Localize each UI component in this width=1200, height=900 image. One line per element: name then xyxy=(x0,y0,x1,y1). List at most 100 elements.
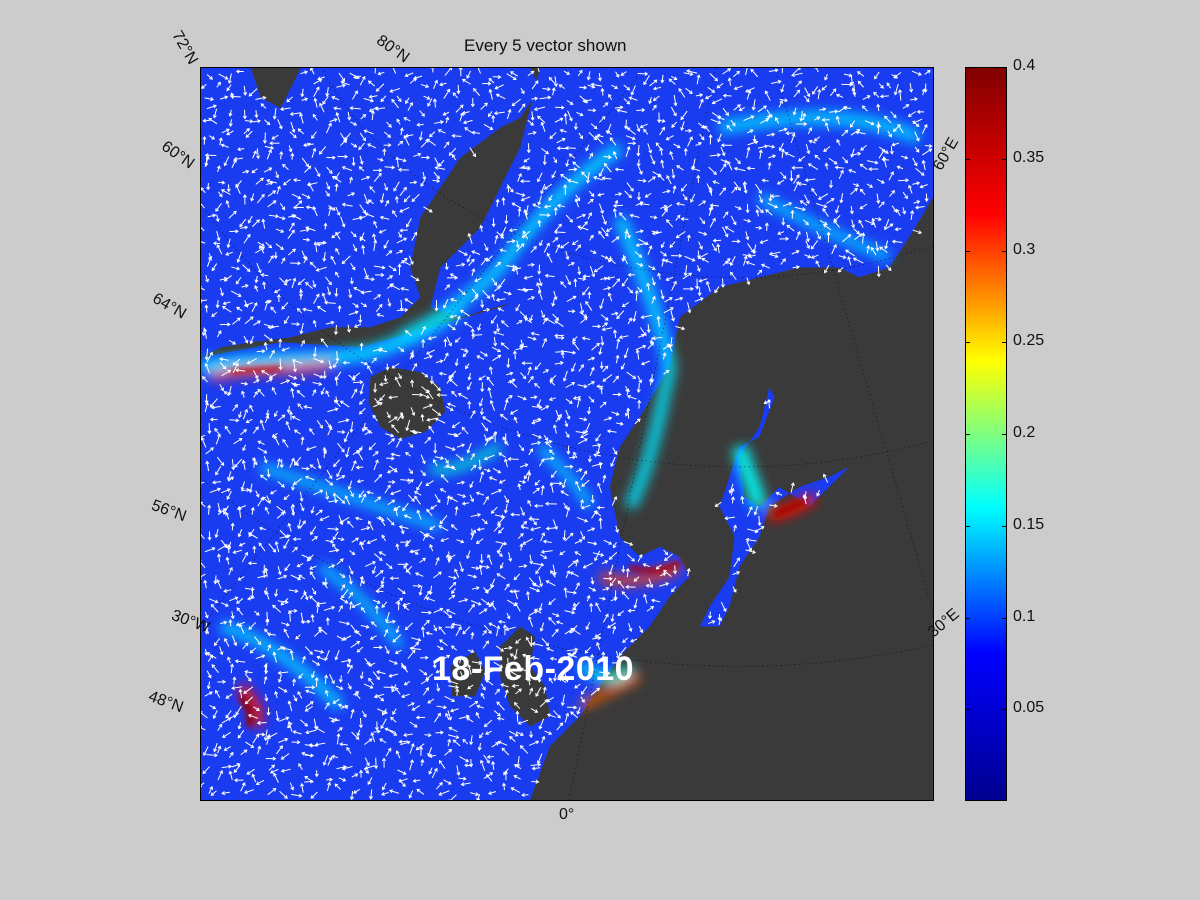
velocity-vector-head xyxy=(462,630,466,635)
velocity-vector xyxy=(793,89,800,98)
velocity-vector xyxy=(369,95,378,98)
velocity-vector xyxy=(207,655,213,662)
velocity-vector xyxy=(489,366,493,375)
velocity-vector-head xyxy=(544,437,549,442)
velocity-vector xyxy=(275,745,283,755)
velocity-vector-head xyxy=(335,527,340,532)
velocity-vector-head xyxy=(548,677,553,682)
velocity-vector xyxy=(302,238,310,241)
velocity-vector-head xyxy=(236,317,241,322)
velocity-vector-head xyxy=(284,737,289,742)
velocity-vector xyxy=(421,759,424,766)
velocity-vector xyxy=(254,247,265,254)
velocity-vector xyxy=(409,743,414,754)
velocity-vector-head xyxy=(241,390,245,395)
velocity-vector-head xyxy=(688,272,693,277)
velocity-vector-head xyxy=(566,570,571,574)
velocity-vector-head xyxy=(411,649,416,654)
velocity-vector xyxy=(554,76,557,87)
velocity-vector-head xyxy=(774,68,779,73)
velocity-vector-head xyxy=(414,495,418,500)
velocity-vector-head xyxy=(527,499,532,504)
velocity-vector xyxy=(276,505,286,514)
velocity-vector-head xyxy=(298,763,302,767)
velocity-vector xyxy=(479,565,483,575)
velocity-vector xyxy=(516,320,523,325)
velocity-vector-head xyxy=(599,365,604,370)
velocity-vector xyxy=(371,357,377,364)
velocity-vector-head xyxy=(235,711,240,716)
velocity-vector xyxy=(435,167,446,170)
velocity-vector xyxy=(205,305,208,313)
velocity-vector-head xyxy=(519,667,524,672)
velocity-vector-head xyxy=(397,167,402,172)
velocity-vector-head xyxy=(627,608,632,613)
velocity-vector-head xyxy=(855,183,860,187)
velocity-vector xyxy=(638,159,640,167)
velocity-vector xyxy=(581,504,591,509)
velocity-vector-head xyxy=(434,307,439,312)
velocity-vector-head xyxy=(486,307,491,312)
velocity-vector-head xyxy=(203,752,207,756)
velocity-vector xyxy=(532,562,544,566)
velocity-vector-head xyxy=(484,427,488,432)
velocity-vector xyxy=(791,250,800,255)
velocity-vector-head xyxy=(736,70,741,75)
velocity-vector-head xyxy=(358,494,363,499)
velocity-vector xyxy=(401,664,409,673)
velocity-vector xyxy=(561,694,565,706)
velocity-vector xyxy=(278,671,289,674)
velocity-vector xyxy=(496,199,499,207)
velocity-vector xyxy=(895,228,902,230)
velocity-vector xyxy=(739,106,745,111)
velocity-vector-head xyxy=(297,403,302,407)
velocity-vector-head xyxy=(683,147,688,152)
velocity-vector-head xyxy=(816,116,821,120)
velocity-vector xyxy=(353,287,363,293)
velocity-vector xyxy=(755,183,762,194)
velocity-vector xyxy=(235,660,246,663)
velocity-vector xyxy=(692,158,696,169)
map-canvas xyxy=(201,68,933,800)
velocity-vector-head xyxy=(578,69,583,74)
velocity-vector-head xyxy=(543,555,548,559)
velocity-vector xyxy=(643,563,650,568)
velocity-vector xyxy=(300,340,305,347)
velocity-vector-head xyxy=(260,272,265,278)
velocity-vector xyxy=(238,411,242,418)
velocity-vector-head xyxy=(537,270,542,275)
velocity-vector-head xyxy=(913,162,918,167)
velocity-vector xyxy=(860,144,867,151)
velocity-vector-head xyxy=(370,109,375,114)
velocity-vector xyxy=(685,87,693,94)
velocity-vector-head xyxy=(537,440,542,445)
velocity-vector xyxy=(512,685,519,687)
velocity-vector-head xyxy=(711,89,716,93)
velocity-vector-head xyxy=(676,144,681,149)
velocity-vector-head xyxy=(214,599,219,604)
velocity-vector-head xyxy=(755,209,760,213)
velocity-vector xyxy=(449,496,458,503)
velocity-vector-head xyxy=(310,753,315,758)
velocity-vector-head xyxy=(304,475,309,480)
velocity-vector xyxy=(301,250,306,259)
velocity-vector xyxy=(447,734,459,739)
velocity-vector-head xyxy=(392,210,396,214)
velocity-vector xyxy=(892,142,900,146)
velocity-vector xyxy=(687,302,691,313)
velocity-vector xyxy=(427,698,435,704)
velocity-vector-head xyxy=(680,127,685,132)
velocity-vector xyxy=(733,181,741,191)
velocity-vector xyxy=(880,95,889,98)
velocity-vector-head xyxy=(248,489,253,494)
velocity-vector-head xyxy=(774,503,778,508)
velocity-vector-head xyxy=(445,141,450,146)
velocity-vector-head xyxy=(451,645,455,650)
velocity-vector xyxy=(565,409,570,420)
velocity-vector-head xyxy=(642,563,647,567)
velocity-vector xyxy=(554,334,565,337)
velocity-vector xyxy=(325,690,329,697)
velocity-vector xyxy=(496,573,506,580)
velocity-vector xyxy=(450,315,457,318)
velocity-vector xyxy=(527,500,532,507)
